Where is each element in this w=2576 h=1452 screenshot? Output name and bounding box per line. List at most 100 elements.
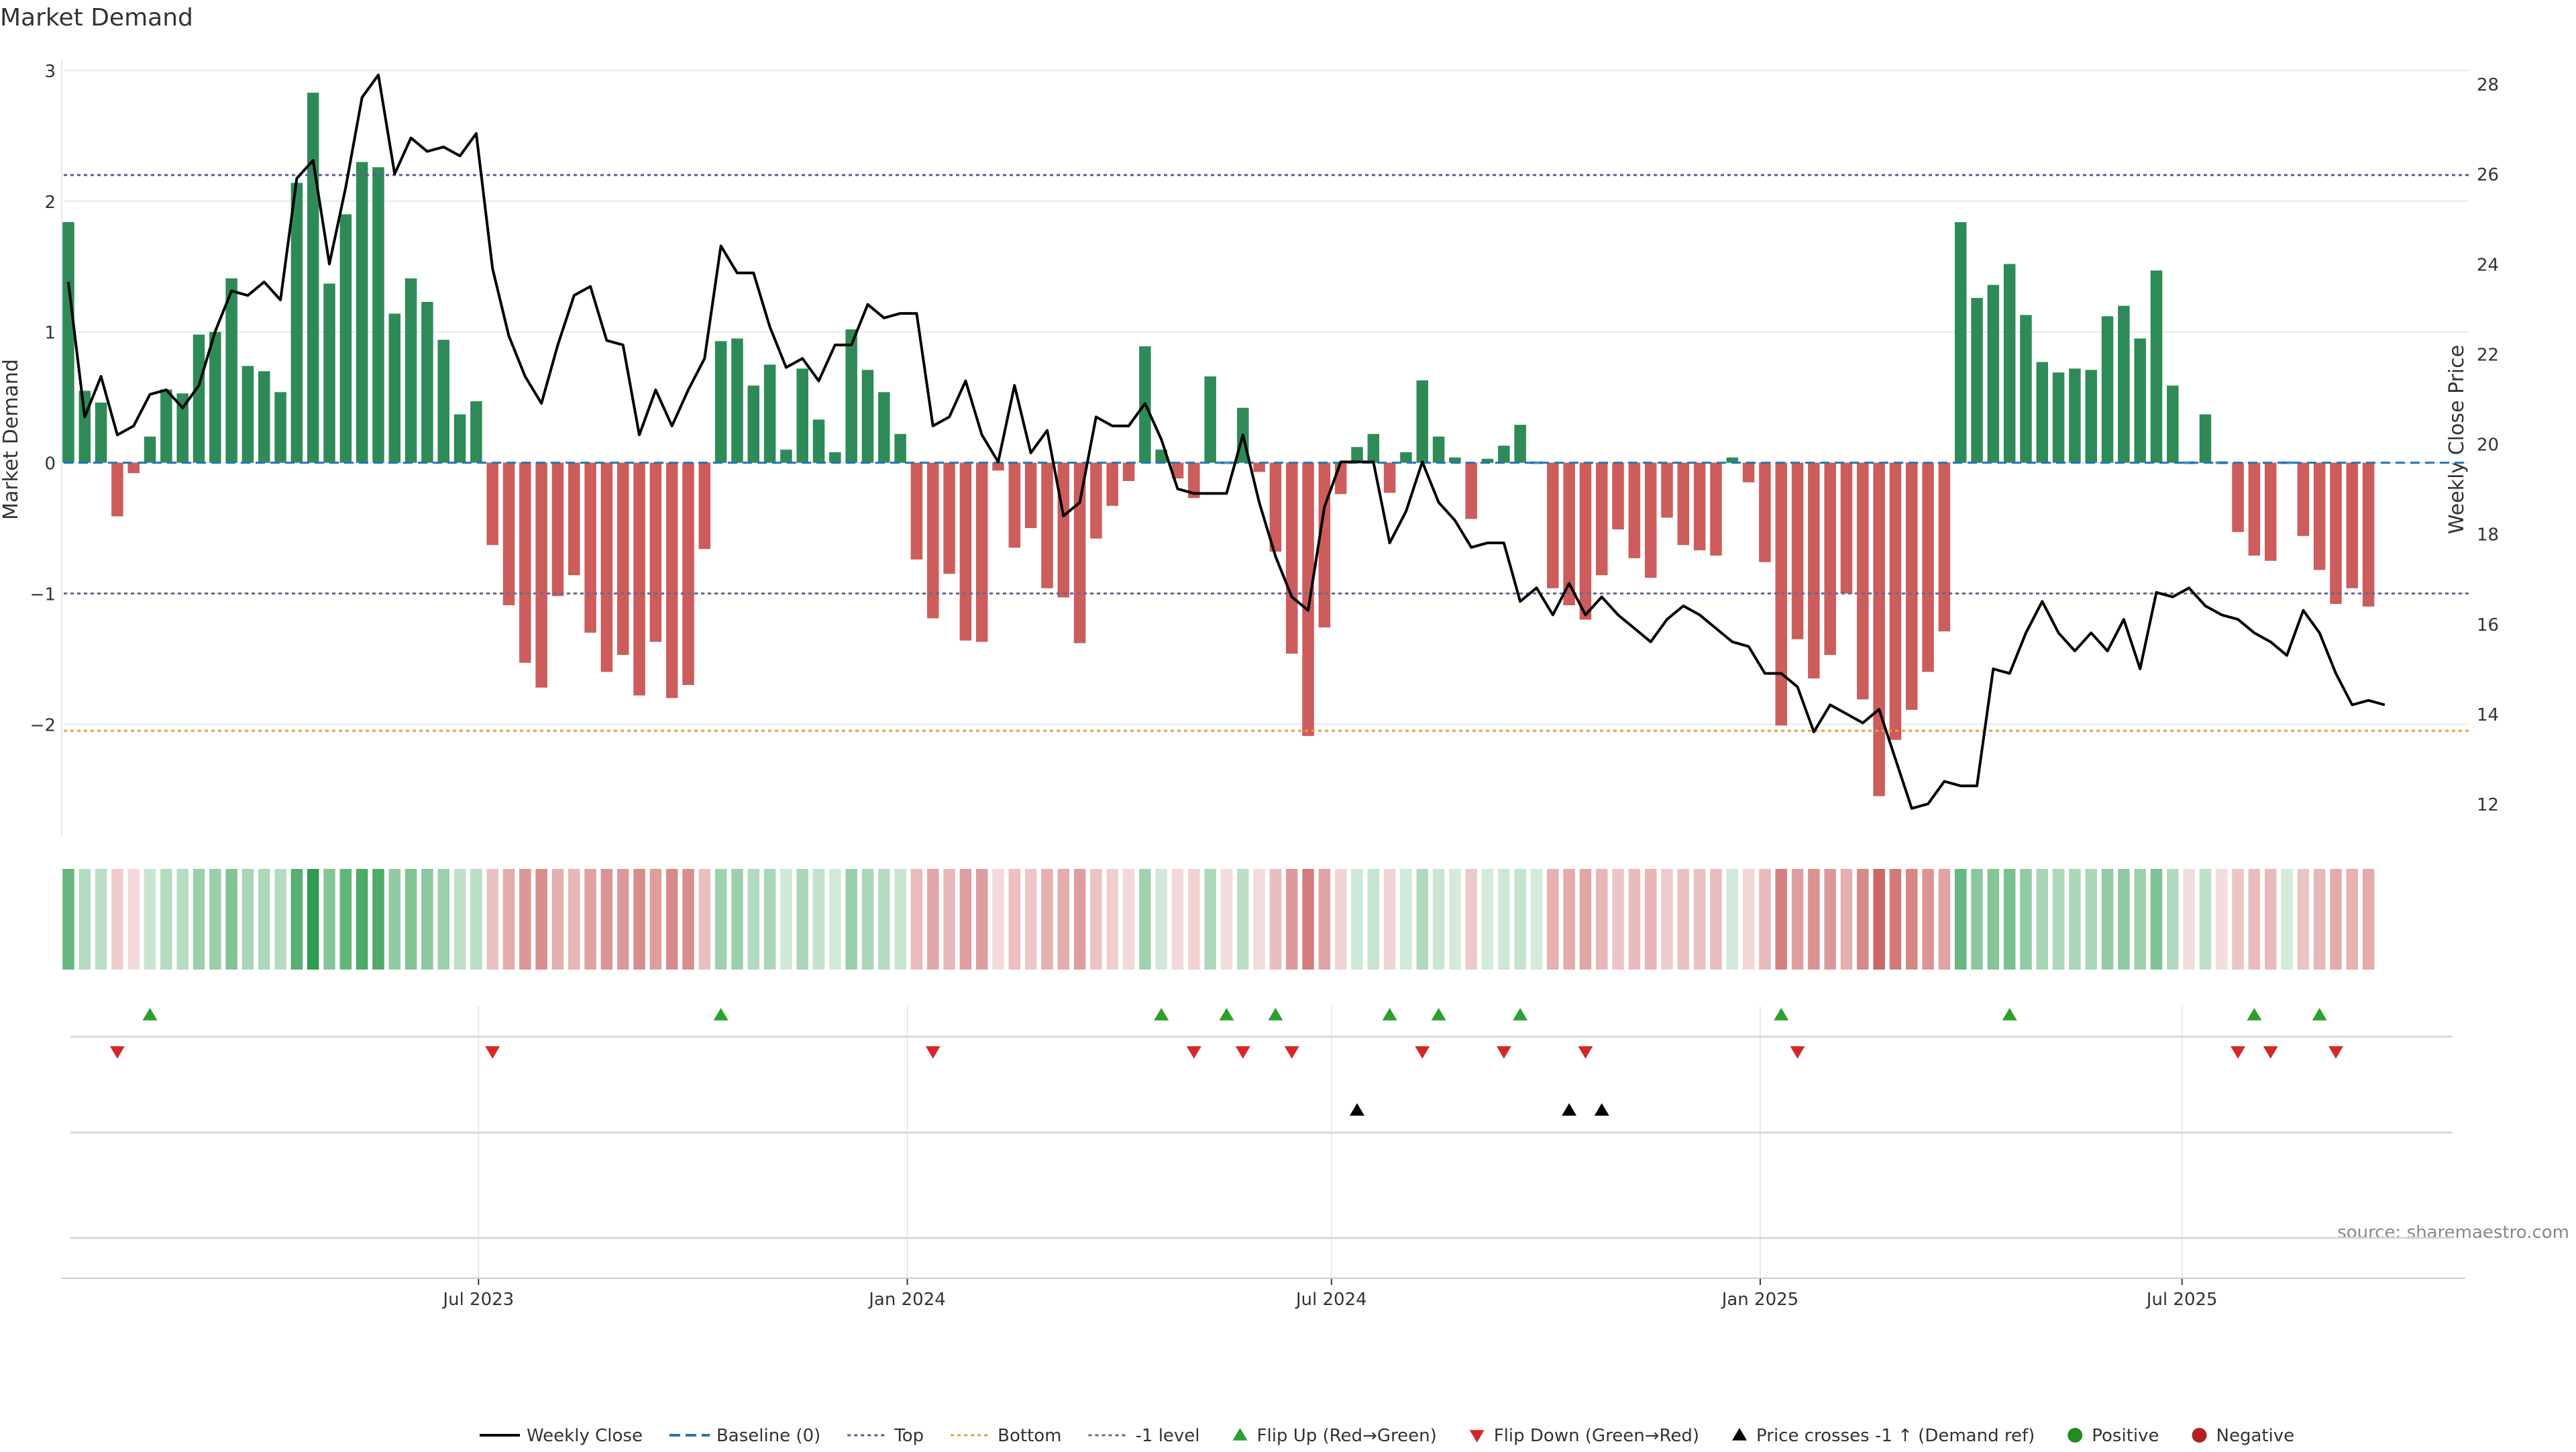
demand-bar [2297,462,2310,536]
demand-bar [111,462,123,517]
demand-bar [584,462,596,633]
demand-bar [225,278,237,463]
legend-label: Positive [2092,1426,2159,1446]
demand-bar [2020,315,2032,463]
demand-bar [1057,462,1070,598]
heat-cell [1808,869,1820,970]
demand-bar [2101,316,2114,463]
demand-bar [1759,462,1771,562]
source-note: source: sharemaestro.com [2337,1223,2569,1243]
demand-bar [2330,462,2342,605]
cross-marker [1349,1103,1364,1116]
heat-cell [551,869,564,970]
demand-bar [1416,380,1429,463]
heat-cell [1661,869,1673,970]
heat-cell [2069,869,2081,970]
heat-cell [747,869,760,970]
heat-cell [290,869,303,970]
demand-bar [2199,414,2212,463]
legend-label: Top [894,1426,924,1446]
flip-up-marker [2247,1008,2262,1021]
demand-bar [160,389,172,463]
heat-cell [1367,869,1380,970]
demand-bar [2248,462,2261,556]
demand-bar [1090,462,1102,539]
heat-cell [1563,869,1575,970]
flip-down-marker [1578,1046,1593,1059]
demand-bar [2134,338,2146,463]
heat-cell [714,869,727,970]
event-markers [109,1008,2343,1116]
flip-down-marker [2231,1046,2246,1059]
y-tick-label: 2 [44,193,56,213]
heat-cell [1481,869,1494,970]
legend-label: Flip Up (Red→Green) [1257,1426,1437,1446]
heat-cell [241,869,254,970]
x-tick-label: Jan 2024 [867,1290,946,1310]
heat-cell [323,869,335,970]
demand-bar [878,392,890,463]
x-tick-label: Jan 2025 [1721,1290,1799,1310]
flip-up-marker [2312,1008,2327,1021]
price-line-layer [66,73,2385,810]
heat-cell [665,869,678,970]
heat-cell [649,869,662,970]
demand-bar [2346,462,2359,588]
heat-cell [1041,869,1053,970]
demand-bar [845,329,857,463]
demand-bar [1220,461,1233,464]
heat-cell [1204,869,1216,970]
y-tick-label: 0 [44,454,56,474]
heat-cell [372,869,384,970]
demand-bar [1073,462,1086,643]
heat-cell [2134,869,2146,970]
page-title: Market Demand [0,4,193,32]
heat-cell [258,869,270,970]
demand-bar [1938,462,1951,631]
heat-cell [1383,869,1396,970]
demand-bar [1155,450,1167,463]
legend-label: Price crosses -1 ↑ (Demand ref) [1756,1426,2035,1446]
heat-cell [1416,869,1429,970]
heat-cell [1008,869,1021,970]
heat-cell [1171,869,1184,970]
legend-swatch-positive [2068,1428,2083,1443]
legend-swatch-cross [1732,1428,1748,1441]
heat-cell [2216,869,2228,970]
demand-bar [910,462,923,560]
demand-bar [1269,462,1282,552]
heat-cell [225,869,237,970]
heat-cell [861,869,874,970]
heat-cell [405,869,417,970]
demand-bar [1693,462,1706,551]
heat-cell [2362,869,2375,970]
heat-cell [845,869,857,970]
heat-cell [1612,869,1624,970]
legend: Weekly Close Baseline (0) Top Bottom -1 leve… [480,1426,2294,1446]
demand-bar [1514,425,1526,463]
heat-cell [1318,869,1331,970]
demand-bar [943,462,955,574]
demand-bar [2281,461,2293,464]
heat-cell [1122,869,1135,970]
y2-tick-label: 26 [2477,165,2499,185]
flip-down-marker [2328,1046,2343,1059]
heat-cell [796,869,808,970]
demand-bar [894,433,906,463]
demand-bar [209,331,221,463]
heat-cell [682,869,694,970]
heat-cell [731,869,743,970]
demand-bar [535,462,547,688]
heat-cell [1579,869,1592,970]
heat-cell [2264,869,2277,970]
y2-axis-label: Weekly Close Price [2445,345,2469,534]
demand-bar [1465,462,1477,519]
demand-bar [405,278,417,463]
demand-bar [763,364,776,463]
heat-cell [176,869,189,970]
heat-cell [274,869,286,970]
heat-cell [421,869,433,970]
demand-bar [649,462,662,642]
legend-label: Weekly Close [527,1426,643,1446]
